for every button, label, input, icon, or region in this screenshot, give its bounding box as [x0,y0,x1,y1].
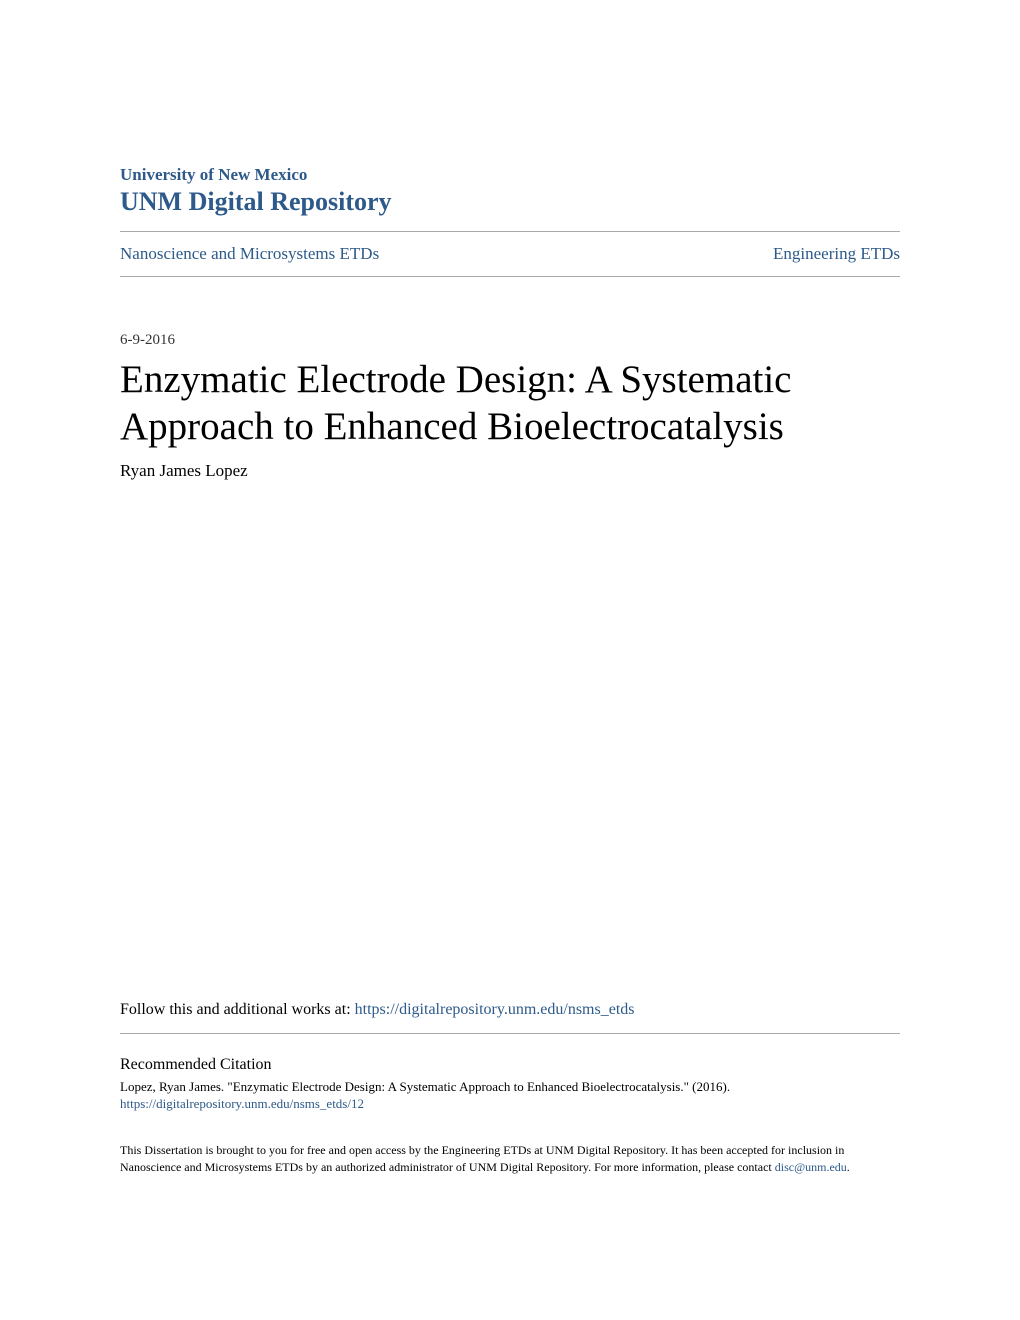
document-title: Enzymatic Electrode Design: A Systematic… [120,357,900,451]
repository-name[interactable]: UNM Digital Repository [120,187,900,217]
citation-link[interactable]: https://digitalrepository.unm.edu/nsms_e… [120,1096,900,1112]
breadcrumb-collection-link[interactable]: Nanoscience and Microsystems ETDs [120,244,379,264]
divider-follow [120,1033,900,1034]
citation-section: Recommended Citation Lopez, Ryan James. … [120,1056,900,1112]
footer-section: This Dissertation is brought to you for … [120,1142,900,1176]
breadcrumb-parent-link[interactable]: Engineering ETDs [773,244,900,264]
footer-suffix: . [847,1160,850,1174]
citation-text: Lopez, Ryan James. "Enzymatic Electrode … [120,1078,900,1096]
follow-prefix: Follow this and additional works at: [120,1001,355,1018]
header-block: University of New Mexico UNM Digital Rep… [120,165,900,217]
follow-section: Follow this and additional works at: htt… [120,1001,900,1019]
author-name: Ryan James Lopez [120,461,900,481]
follow-link[interactable]: https://digitalrepository.unm.edu/nsms_e… [355,1001,635,1018]
breadcrumb-row: Nanoscience and Microsystems ETDs Engine… [120,232,900,276]
divider-breadcrumb [120,276,900,277]
publication-date: 6-9-2016 [120,332,900,349]
footer-text: This Dissertation is brought to you for … [120,1143,844,1174]
institution-name[interactable]: University of New Mexico [120,165,900,185]
footer-email-link[interactable]: disc@unm.edu [775,1160,847,1174]
citation-heading: Recommended Citation [120,1056,900,1074]
